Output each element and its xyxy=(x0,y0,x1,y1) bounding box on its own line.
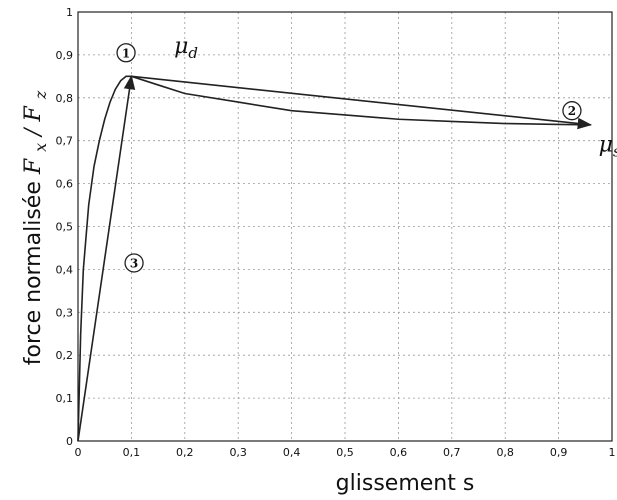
series-line-1 xyxy=(77,75,591,442)
marker-number: 2 xyxy=(568,104,576,118)
y-axis-fz-sub: z xyxy=(31,90,50,100)
plot-frame xyxy=(77,11,613,442)
y-tick-label: 0,7 xyxy=(56,135,74,148)
y-axis-slash: / xyxy=(21,126,46,138)
annotation-marker-1: 1 xyxy=(116,43,136,63)
x-tick-label: 0,1 xyxy=(123,446,141,459)
y-tick-label: 0,2 xyxy=(56,349,74,362)
x-tick-label: 0,5 xyxy=(336,446,354,459)
annotation-marker-3: 3 xyxy=(124,253,144,273)
y-axis-fz: F xyxy=(21,105,46,122)
annotations: 1 μd 2 3 μs xyxy=(116,34,617,273)
y-tick-label: 0,9 xyxy=(56,49,74,62)
series-layer xyxy=(77,74,593,442)
annotation-mu-d: μd xyxy=(174,34,198,62)
x-tick-label: 0,4 xyxy=(283,446,301,459)
marker-number: 1 xyxy=(122,46,130,60)
series-line-2 xyxy=(77,74,136,442)
x-tick-label: 1 xyxy=(609,446,616,459)
marker-circle xyxy=(116,43,136,63)
x-axis-title: glissement s xyxy=(336,471,475,496)
x-axis-ticks: 0 0,1 0,2 0,3 0,4 0,5 0,6 0,7 0,8 0,9 1 xyxy=(75,446,616,459)
svg-text:force normalisée: force normalisée F x / F z xyxy=(21,90,52,365)
grid xyxy=(77,11,613,442)
y-tick-label: 0,1 xyxy=(56,392,74,405)
y-axis-ticks: 0 0,1 0,2 0,3 0,4 0,5 0,6 0,7 0,8 0,9 1 xyxy=(56,6,74,448)
x-tick-label: 0,8 xyxy=(496,446,514,459)
x-tick-label: 0,9 xyxy=(550,446,568,459)
y-tick-label: 0,3 xyxy=(56,306,74,319)
x-tick-label: 0,7 xyxy=(443,446,461,459)
y-tick-label: 0 xyxy=(66,435,73,448)
x-tick-label: 0 xyxy=(75,446,82,459)
annotation-marker-2: 2 xyxy=(562,101,582,121)
annotation-mu-s: μs xyxy=(599,132,617,160)
y-axis-fx-sub: x xyxy=(31,143,50,152)
x-tick-label: 0,3 xyxy=(229,446,247,459)
marker-circle xyxy=(562,101,582,121)
y-tick-label: 0,4 xyxy=(56,263,74,276)
series-line-3 xyxy=(131,75,593,130)
y-axis-title-text: force normalisée xyxy=(21,181,46,365)
marker-circle xyxy=(124,253,144,273)
y-tick-label: 0,6 xyxy=(56,178,74,191)
marker-number: 3 xyxy=(130,256,138,270)
y-tick-label: 0,8 xyxy=(56,92,74,105)
y-tick-label: 1 xyxy=(66,6,73,19)
x-tick-label: 0,6 xyxy=(390,446,408,459)
x-tick-label: 0,2 xyxy=(176,446,194,459)
y-axis-title: force normalisée F x / F z xyxy=(21,90,52,365)
y-axis-fx: F xyxy=(21,158,46,175)
y-tick-label: 0,5 xyxy=(56,221,74,234)
